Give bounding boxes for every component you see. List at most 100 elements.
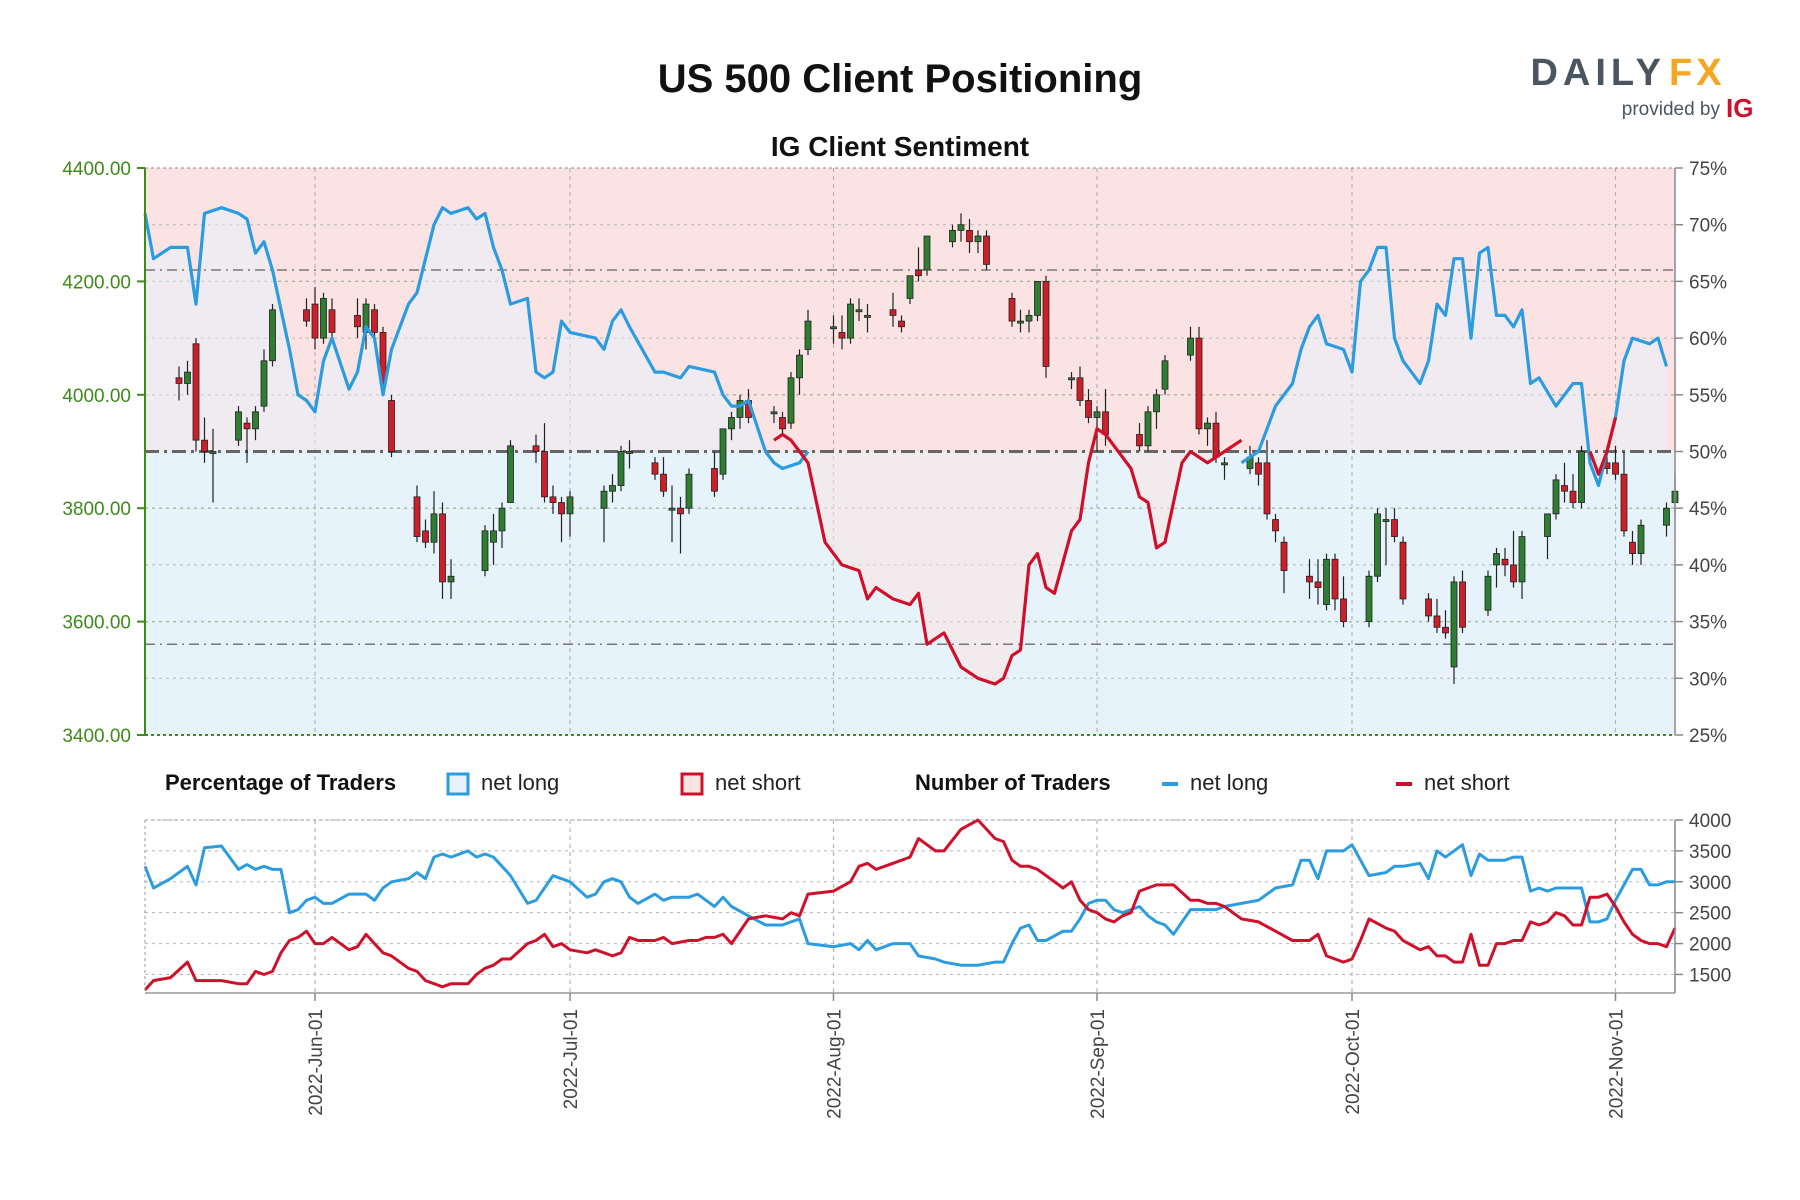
candle-77: [1136, 434, 1143, 447]
candle-54: [847, 303, 854, 339]
sentiment-line-1: [773, 427, 1243, 686]
candle-99: [1391, 519, 1398, 537]
candle-120: [1637, 524, 1645, 554]
candle-51: [804, 320, 812, 350]
candle-98: [1382, 519, 1390, 522]
candle-74: [1085, 400, 1092, 418]
candle-12: [320, 298, 327, 339]
trader-count-axes: 1500 2000 2500 3000 3500 4000: [144, 811, 1731, 1001]
candle-96: [1365, 575, 1373, 622]
pct-tick-label-7: 60%: [1689, 329, 1727, 350]
candle-81: [1187, 337, 1194, 356]
candle-117: [1612, 462, 1619, 475]
logo-brand-right: FX: [1669, 52, 1726, 94]
candle-7: [252, 411, 259, 430]
date-label-3: 2022-Sep-01: [1088, 1009, 1109, 1119]
candle-119: [1629, 541, 1636, 554]
candle-33: [600, 490, 608, 509]
candle-56: [864, 315, 871, 318]
candle-26: [498, 507, 506, 532]
candle-107: [1493, 553, 1500, 566]
legend-num-long-label: net long: [1190, 770, 1268, 795]
candle-24: [481, 530, 489, 571]
pct-tick-label-3: 40%: [1689, 556, 1727, 577]
legend-num-short-label: net short: [1424, 770, 1510, 795]
candle-10: [303, 309, 310, 322]
candle-5: [235, 411, 242, 441]
candle-106: [1484, 575, 1492, 611]
candle-121: [1663, 507, 1670, 526]
chart-subtitle: IG Client Sentiment: [771, 131, 1029, 162]
candle-30: [549, 496, 557, 503]
sentiment-fill-2: [1241, 247, 1667, 486]
pct-tick-label-5: 50%: [1689, 443, 1727, 464]
pct-tick-label-0: 25%: [1689, 726, 1727, 747]
candle-35: [617, 451, 625, 486]
candle-59: [906, 275, 914, 299]
candle-110: [1518, 536, 1526, 583]
candle-34: [609, 485, 616, 492]
candle-108: [1501, 558, 1509, 566]
candle-105: [1459, 581, 1466, 628]
candle-89: [1272, 519, 1279, 532]
candle-104: [1450, 581, 1458, 668]
candle-84: [1212, 422, 1220, 458]
pct-tick-label-2: 35%: [1689, 613, 1727, 634]
candle-20: [422, 530, 429, 543]
candle-60: [915, 269, 922, 277]
candle-13: [328, 309, 336, 333]
count-tick-label-0: 1500: [1689, 965, 1731, 986]
date-label-5: 2022-Nov-01: [1607, 1009, 1628, 1119]
candle-73: [1076, 377, 1084, 401]
candle-87: [1255, 462, 1262, 475]
candle-71: [1042, 280, 1050, 367]
sentiment-line-3: [1588, 417, 1618, 476]
sentiment-fill-1: [774, 428, 1242, 684]
candle-76: [1102, 411, 1109, 435]
candle-113: [1561, 485, 1568, 492]
trader-count-line-1: [143, 818, 1677, 991]
candle-90: [1280, 541, 1288, 571]
pct-tick-label-8: 65%: [1689, 272, 1727, 293]
candle-92: [1314, 581, 1322, 588]
candle-9: [269, 309, 276, 362]
candle-70: [1034, 280, 1041, 316]
candle-31: [558, 502, 565, 515]
candle-19: [413, 496, 421, 537]
candle-38: [660, 473, 667, 492]
sentiment-fill-0: [145, 207, 808, 469]
legend-number-heading: Number of Traders: [915, 770, 1111, 795]
trader-count-lines: [143, 818, 1677, 991]
candle-101: [1425, 598, 1432, 617]
logo-provider: IG: [1726, 93, 1753, 123]
candle-75: [1093, 411, 1101, 418]
candle-61: [923, 235, 931, 271]
candle-100: [1399, 541, 1407, 600]
candle-39: [668, 507, 676, 511]
pct-tick-label-6: 55%: [1689, 386, 1727, 407]
candle-91: [1306, 575, 1313, 583]
price-candles: [175, 213, 1679, 684]
candle-48: [779, 417, 786, 430]
candle-83: [1204, 422, 1211, 430]
legend-pct-long-label: net long: [481, 770, 559, 795]
date-label-0: 2022-Jun-01: [306, 1009, 327, 1116]
date-axis-labels: 2022-Jun-01 2022-Jul-01 2022-Aug-01 2022-Se…: [306, 1009, 1628, 1119]
date-label-1: 2022-Jul-01: [561, 1009, 582, 1109]
price-tick-label-2: 3800.00: [62, 499, 131, 520]
candle-49: [787, 377, 795, 424]
candle-64: [966, 229, 973, 243]
count-tick-label-2: 2500: [1689, 904, 1731, 925]
candle-66: [983, 235, 990, 265]
candle-43: [719, 428, 727, 475]
sentiment-line-2: [1240, 245, 1669, 488]
candle-25: [490, 530, 497, 543]
candle-114: [1569, 490, 1577, 503]
candle-95: [1340, 598, 1347, 622]
candle-11: [311, 303, 319, 339]
chart-title: US 500 Client Positioning: [658, 57, 1143, 101]
candle-79: [1153, 394, 1160, 413]
candle-67: [1008, 298, 1016, 322]
sentiment-lines: [143, 206, 1669, 686]
trader-count-grid: [145, 819, 1675, 993]
